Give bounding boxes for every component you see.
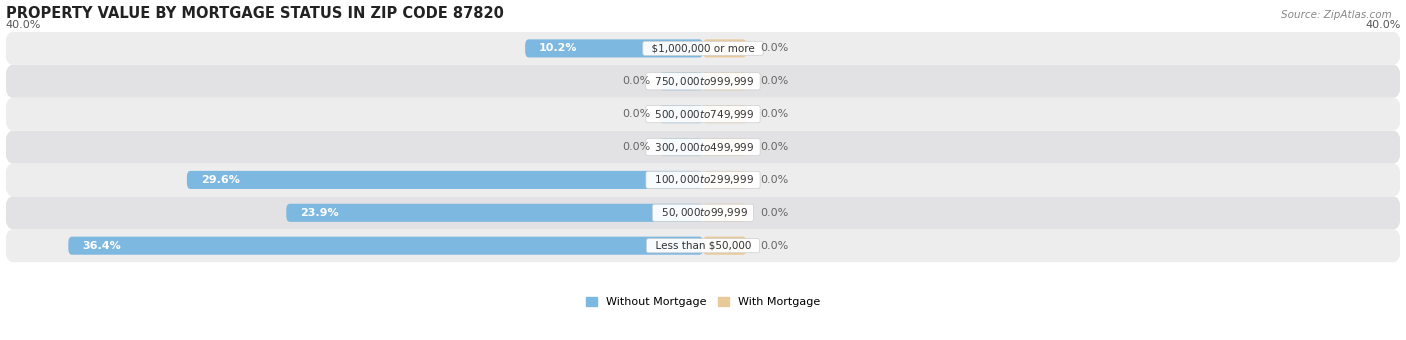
FancyBboxPatch shape xyxy=(69,237,703,255)
Text: $50,000 to $99,999: $50,000 to $99,999 xyxy=(655,206,751,219)
Text: $750,000 to $999,999: $750,000 to $999,999 xyxy=(648,75,758,88)
FancyBboxPatch shape xyxy=(659,105,703,123)
Text: 0.0%: 0.0% xyxy=(761,175,789,185)
FancyBboxPatch shape xyxy=(526,39,703,57)
FancyBboxPatch shape xyxy=(703,171,747,189)
Text: 40.0%: 40.0% xyxy=(1365,20,1400,30)
Text: 40.0%: 40.0% xyxy=(6,20,41,30)
Text: $500,000 to $749,999: $500,000 to $749,999 xyxy=(648,108,758,121)
FancyBboxPatch shape xyxy=(6,131,1400,164)
Text: 0.0%: 0.0% xyxy=(761,208,789,218)
Text: 10.2%: 10.2% xyxy=(538,44,578,53)
FancyBboxPatch shape xyxy=(659,72,703,90)
Text: 23.9%: 23.9% xyxy=(301,208,339,218)
Text: PROPERTY VALUE BY MORTGAGE STATUS IN ZIP CODE 87820: PROPERTY VALUE BY MORTGAGE STATUS IN ZIP… xyxy=(6,5,503,20)
Text: 0.0%: 0.0% xyxy=(761,142,789,152)
Text: 0.0%: 0.0% xyxy=(761,44,789,53)
Text: $300,000 to $499,999: $300,000 to $499,999 xyxy=(648,140,758,154)
Text: $1,000,000 or more: $1,000,000 or more xyxy=(645,44,761,53)
FancyBboxPatch shape xyxy=(6,98,1400,131)
FancyBboxPatch shape xyxy=(703,105,747,123)
FancyBboxPatch shape xyxy=(703,204,747,222)
Text: 0.0%: 0.0% xyxy=(623,109,651,119)
Text: 36.4%: 36.4% xyxy=(83,241,121,251)
Text: 0.0%: 0.0% xyxy=(761,76,789,86)
Legend: Without Mortgage, With Mortgage: Without Mortgage, With Mortgage xyxy=(582,293,824,312)
FancyBboxPatch shape xyxy=(703,237,747,255)
Text: 0.0%: 0.0% xyxy=(623,76,651,86)
FancyBboxPatch shape xyxy=(6,164,1400,197)
FancyBboxPatch shape xyxy=(703,138,747,156)
Text: Less than $50,000: Less than $50,000 xyxy=(648,241,758,251)
FancyBboxPatch shape xyxy=(659,138,703,156)
Text: 29.6%: 29.6% xyxy=(201,175,239,185)
FancyBboxPatch shape xyxy=(6,197,1400,229)
Text: 0.0%: 0.0% xyxy=(623,142,651,152)
FancyBboxPatch shape xyxy=(6,32,1400,65)
Text: $100,000 to $299,999: $100,000 to $299,999 xyxy=(648,173,758,186)
Text: 0.0%: 0.0% xyxy=(761,241,789,251)
FancyBboxPatch shape xyxy=(703,39,747,57)
FancyBboxPatch shape xyxy=(6,229,1400,262)
FancyBboxPatch shape xyxy=(287,204,703,222)
FancyBboxPatch shape xyxy=(6,65,1400,98)
FancyBboxPatch shape xyxy=(703,72,747,90)
Text: Source: ZipAtlas.com: Source: ZipAtlas.com xyxy=(1281,10,1392,20)
Text: 0.0%: 0.0% xyxy=(761,109,789,119)
FancyBboxPatch shape xyxy=(187,171,703,189)
